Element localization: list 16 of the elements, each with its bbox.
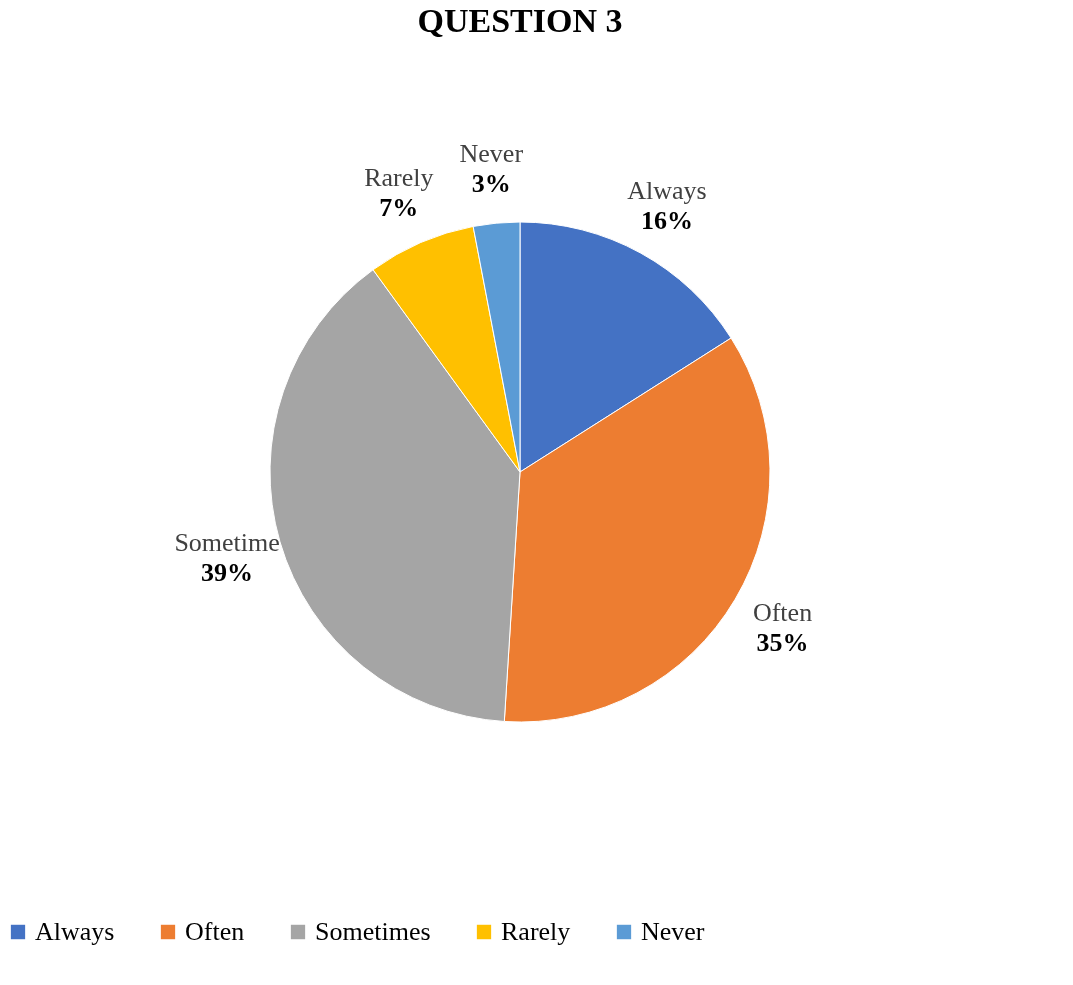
data-label: 35% (756, 628, 809, 658)
text: Always (627, 175, 707, 205)
legend-label: Rarely (501, 917, 571, 946)
text: Rarely (364, 163, 434, 193)
data-label: 16% (640, 205, 693, 235)
data-label: 3% (471, 169, 511, 199)
text: Sometime (174, 528, 280, 558)
data-label: 7% (379, 193, 419, 223)
legend-label: Sometimes (315, 917, 431, 946)
text: Often (752, 598, 813, 628)
chart-title: QUESTION 3 (417, 2, 623, 39)
text: Never (459, 139, 524, 169)
legend-label: Always (35, 917, 115, 946)
legend-label: Often (185, 917, 245, 946)
legend-label: Never (641, 917, 705, 946)
data-label: 39% (201, 558, 254, 588)
